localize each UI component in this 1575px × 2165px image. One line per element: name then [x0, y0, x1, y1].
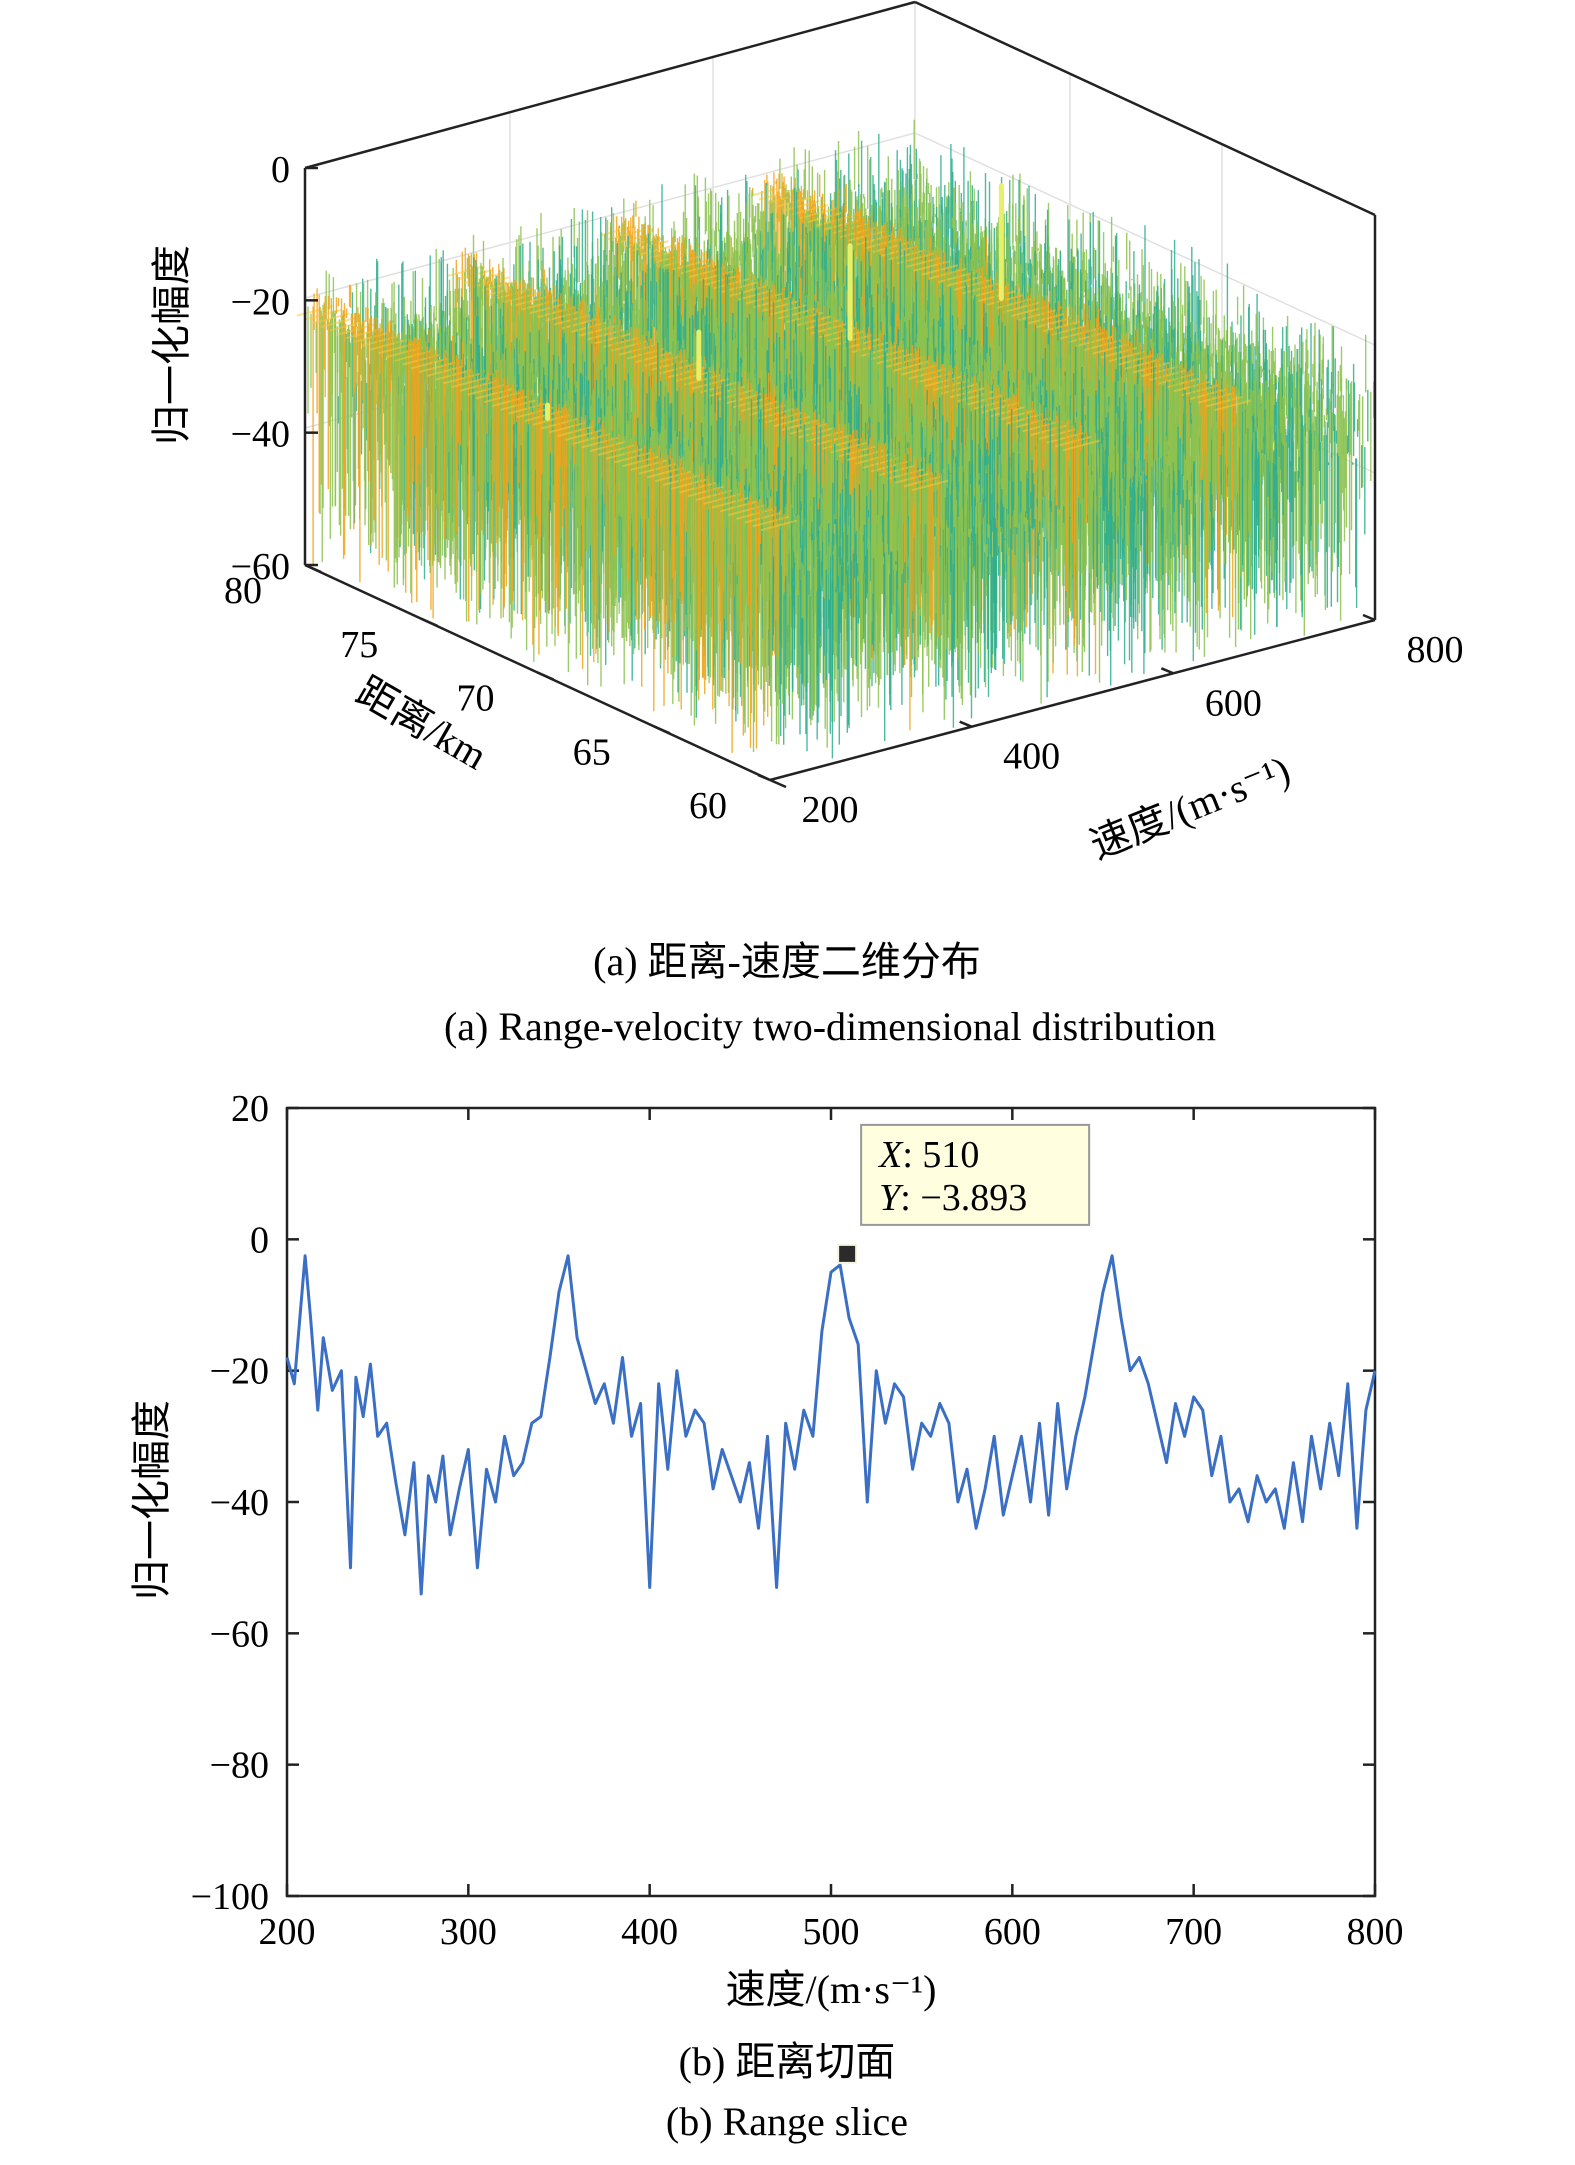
caption-a-cn: (a) 距离-速度二维分布 [593, 939, 981, 984]
x-tick-label: 300 [440, 1911, 497, 1953]
caption-b-en: (b) Range slice [666, 2099, 908, 2144]
surface-plot: 0 −20 −40 −60 80 75 70 65 60 200 400 600 800 归一化幅度… [149, 0, 1464, 1049]
y-tick-label: −100 [191, 1876, 269, 1918]
datatip-box[interactable]: X: 510 Y: −3.893 [860, 1123, 1091, 1226]
x-tick-label: 400 [621, 1911, 678, 1953]
y-tick-label: −40 [210, 1482, 269, 1524]
y-tick-label: −20 [210, 1351, 269, 1393]
velocity-tick-label: 400 [1003, 736, 1060, 778]
distance-tick-mark [304, 563, 322, 574]
plot-frame [285, 1106, 1377, 1898]
y-axis-ticks: 20 0 −20 −40 −60 −80 −100 [191, 1088, 1375, 1918]
line-chart: 200−20−40−60−80−100 200 300 400 500 600 700 80… [129, 1088, 1404, 2144]
z-axis-ticks: 0 −20 −40 −60 [231, 149, 318, 588]
velocity-tick-label: 600 [1205, 682, 1262, 724]
caption-b-cn: (b) 距离切面 [679, 2039, 896, 2084]
datatip-y: Y: −3.893 [879, 1177, 1027, 1219]
velocity-tick-label: 800 [1407, 629, 1464, 671]
y-tick-label: 0 [250, 1219, 269, 1261]
y-tick-label: −60 [210, 1613, 269, 1655]
velocity-axis-ticks: 200 400 600 800 [757, 613, 1464, 831]
distance-tick-mark [769, 778, 787, 789]
distance-tick-label: 75 [340, 624, 378, 666]
z-tick-label: 0 [271, 149, 290, 191]
velocity-tick-mark [757, 773, 771, 782]
distance-tick-label: 70 [457, 678, 495, 720]
z-tick-label: −20 [231, 281, 290, 323]
series-line [285, 1254, 1377, 1596]
y-axis-label: 归一化幅度 [129, 1400, 174, 1600]
datatip-x: X: 510 [877, 1134, 979, 1176]
surface-ridges [296, 119, 1375, 759]
x-tick-label: 200 [259, 1911, 316, 1953]
velocity-tick-label: 200 [802, 789, 859, 831]
x-tick-label: 600 [984, 1911, 1041, 1953]
distance-tick-label: 65 [573, 731, 611, 773]
velocity-tick-mark [959, 720, 973, 728]
datatip-marker[interactable] [837, 1243, 858, 1264]
velocity-tick-mark [1160, 667, 1174, 675]
x-axis-ticks: 200 300 400 500 600 700 800 [259, 1108, 1404, 1953]
distance-axis-ticks: 80 75 70 65 60 [224, 563, 787, 827]
distance-tick-label: 80 [224, 570, 262, 612]
x-tick-label: 500 [803, 1911, 860, 1953]
z-axis-label: 归一化幅度 [149, 245, 194, 445]
z-tick-label: −40 [231, 414, 290, 456]
distance-tick-mark [653, 725, 671, 735]
y-tick-label: 20 [231, 1088, 269, 1130]
x-tick-label: 800 [1347, 1911, 1404, 1953]
y-tick-label: −80 [210, 1745, 269, 1787]
caption-a-en: (a) Range-velocity two-dimensional distr… [444, 1004, 1216, 1049]
distance-tick-label: 60 [689, 785, 727, 827]
z-tick-label: −60 [231, 546, 290, 588]
x-axis-label: 速度/(m·s⁻¹) [726, 1967, 937, 2012]
x-tick-label: 700 [1165, 1911, 1222, 1953]
velocity-axis-label: 速度/(m·s⁻¹) [1084, 747, 1296, 868]
distance-tick-mark [536, 671, 555, 681]
distance-tick-mark [420, 617, 438, 627]
velocity-tick-mark [1362, 613, 1376, 622]
